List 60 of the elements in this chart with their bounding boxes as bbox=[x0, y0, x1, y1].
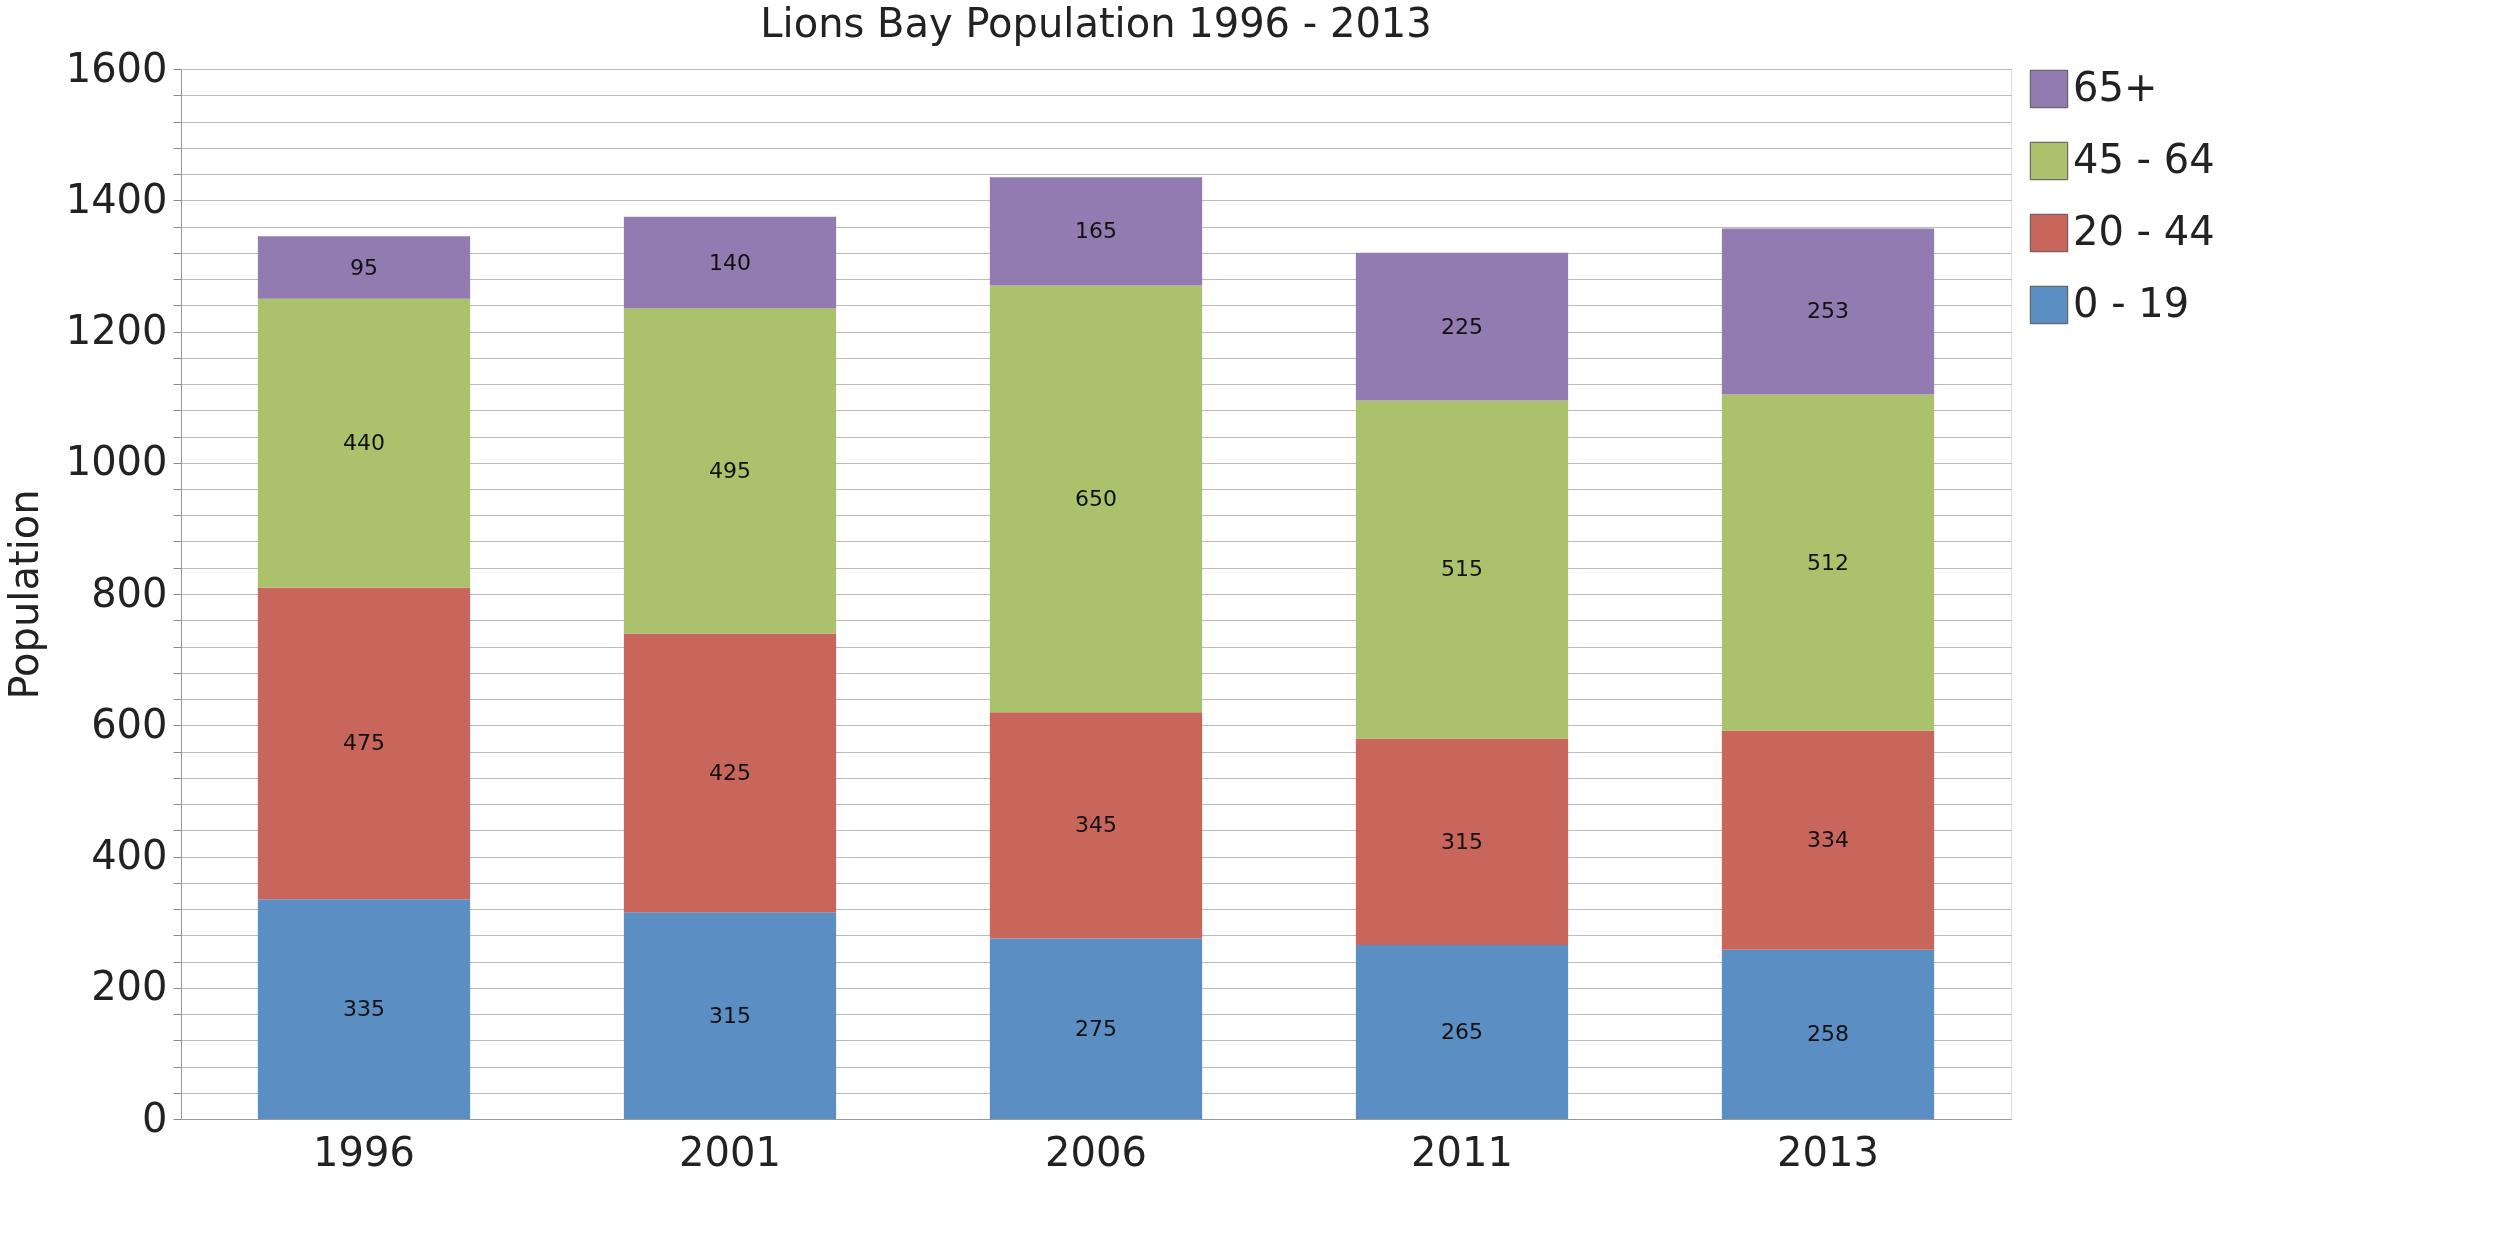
bar bbox=[1355, 252, 1569, 401]
bar bbox=[1355, 400, 1569, 739]
bar bbox=[1355, 945, 1569, 1119]
x-tick-label: 1996 bbox=[313, 1128, 415, 1175]
y-tick-label: 1600 bbox=[65, 44, 168, 91]
y-tick-label: 600 bbox=[91, 700, 168, 747]
bar bbox=[1721, 730, 1935, 950]
x-tick-label: 2013 bbox=[1777, 1128, 1879, 1175]
chart-title: Lions Bay Population 1996 - 2013 bbox=[760, 0, 1432, 46]
legend-label: 20 - 44 bbox=[2073, 208, 2215, 254]
data-label: 140 bbox=[709, 249, 751, 275]
x-tick-label: 2001 bbox=[679, 1128, 781, 1175]
data-label: 334 bbox=[1807, 827, 1849, 853]
bar bbox=[989, 285, 1203, 713]
bar bbox=[257, 236, 471, 299]
data-label: 515 bbox=[1441, 556, 1483, 582]
y-tick-label: 400 bbox=[91, 832, 168, 878]
bar bbox=[623, 216, 837, 309]
y-tick-label: 1400 bbox=[65, 175, 168, 222]
bar bbox=[1721, 228, 1935, 395]
bar bbox=[1721, 394, 1935, 731]
data-label: 225 bbox=[1441, 313, 1483, 339]
bar bbox=[623, 633, 837, 913]
data-label: 165 bbox=[1075, 218, 1117, 244]
x-tick-label: 2011 bbox=[1411, 1128, 1513, 1175]
bar bbox=[1721, 949, 1935, 1119]
data-label: 265 bbox=[1441, 1019, 1483, 1045]
data-label: 495 bbox=[709, 457, 751, 483]
data-label: 258 bbox=[1807, 1021, 1849, 1047]
y-tick-label: 1000 bbox=[65, 438, 168, 485]
data-label: 315 bbox=[709, 1002, 751, 1028]
legend-label: 45 - 64 bbox=[2073, 136, 2215, 182]
data-label: 335 bbox=[343, 996, 385, 1022]
y-axis-title: Population bbox=[0, 489, 47, 700]
bar bbox=[989, 177, 1203, 286]
data-label: 345 bbox=[1075, 812, 1117, 838]
bar bbox=[989, 712, 1203, 939]
bar bbox=[623, 912, 837, 1119]
legend-label: 0 - 19 bbox=[2073, 280, 2190, 326]
y-tick-label: 1200 bbox=[65, 307, 168, 353]
y-tick-label: 200 bbox=[91, 963, 168, 1010]
bar bbox=[257, 587, 471, 900]
bar bbox=[623, 308, 837, 634]
y-tick-label: 800 bbox=[91, 569, 168, 616]
x-tick-label: 2006 bbox=[1045, 1128, 1147, 1175]
data-label: 315 bbox=[1441, 828, 1483, 854]
data-label: 512 bbox=[1807, 549, 1849, 575]
legend-label: 65+ bbox=[2073, 64, 2158, 110]
data-label: 95 bbox=[350, 254, 378, 280]
data-label: 253 bbox=[1807, 298, 1849, 324]
data-label: 650 bbox=[1075, 485, 1117, 511]
bar bbox=[1355, 738, 1569, 946]
data-label: 475 bbox=[343, 730, 385, 756]
data-label: 275 bbox=[1075, 1015, 1117, 1041]
bar bbox=[989, 938, 1203, 1119]
data-label: 425 bbox=[709, 759, 751, 785]
bar bbox=[257, 899, 471, 1119]
y-tick-label: 0 bbox=[142, 1094, 168, 1141]
bar bbox=[257, 298, 471, 588]
data-label: 440 bbox=[343, 430, 385, 456]
